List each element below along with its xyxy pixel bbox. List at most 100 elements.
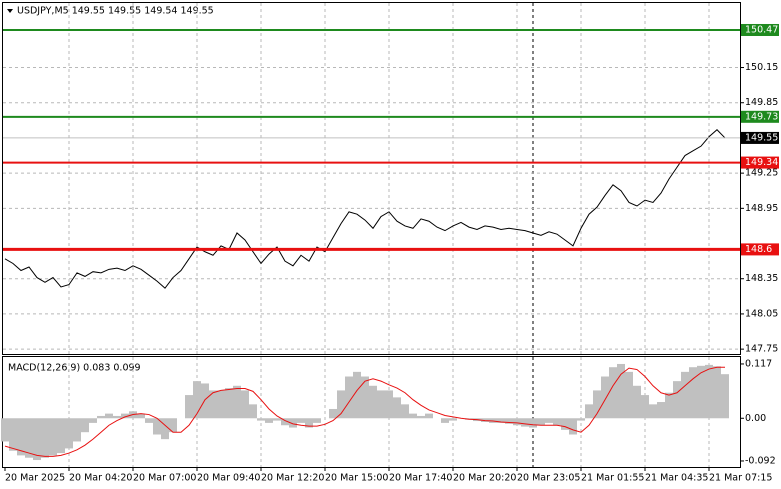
- histogram-bar: [49, 418, 57, 456]
- histogram-bar: [81, 418, 89, 433]
- level-label: 148.6: [745, 244, 772, 255]
- level-label-box: [741, 156, 779, 169]
- histogram-bar: [497, 418, 505, 423]
- histogram-bar: [529, 418, 537, 428]
- x-tick-label: 20 Mar 23:05: [517, 473, 580, 484]
- y-tick-label: 150.15: [745, 62, 778, 73]
- histogram-bar: [281, 418, 289, 426]
- histogram-bar: [329, 408, 337, 419]
- histogram-bar: [401, 404, 409, 419]
- level-label-box: [741, 243, 779, 256]
- x-tick-label: 21 Mar 04:35: [645, 473, 708, 484]
- y-tick-label: 149.85: [745, 97, 778, 108]
- histogram-bar: [193, 381, 201, 419]
- histogram-bar: [233, 385, 241, 419]
- histogram-bar: [425, 413, 433, 419]
- histogram-bar: [57, 418, 65, 454]
- y-tick-label: 148.05: [745, 308, 778, 319]
- level-label: 150.47: [745, 24, 778, 35]
- histogram-bar: [297, 418, 305, 423]
- histogram-bar: [313, 418, 321, 423]
- signal-line: [4, 366, 725, 457]
- histogram-bar: [697, 365, 705, 419]
- y-tick-label: 147.75: [745, 344, 778, 355]
- histogram-bar: [41, 418, 49, 458]
- histogram-bar: [377, 390, 385, 419]
- main-panel: [2, 2, 741, 355]
- histogram-bar: [345, 376, 353, 419]
- histogram-bar: [601, 376, 609, 419]
- histogram-bar: [265, 418, 273, 423]
- x-tick-label: 20 Mar 12:20: [261, 473, 324, 484]
- level-label: 149.34: [745, 157, 778, 168]
- histogram-bar: [537, 418, 545, 426]
- histogram-bar: [505, 418, 513, 424]
- histogram-bar: [513, 418, 521, 426]
- histogram-bar: [33, 418, 41, 461]
- histogram-bar: [665, 392, 673, 419]
- x-tick-label: 20 Mar 17:40: [389, 473, 452, 484]
- histogram-bar: [561, 418, 569, 430]
- histogram-bar: [417, 415, 425, 419]
- y-tick-label: 148.95: [745, 203, 778, 214]
- histogram-bar: [121, 413, 129, 419]
- histogram-bar: [641, 395, 649, 419]
- price-line: [4, 129, 726, 289]
- histogram-bar: [105, 413, 113, 419]
- histogram-bar: [649, 404, 657, 419]
- histogram-bar: [625, 371, 633, 419]
- histogram-bar: [521, 418, 529, 427]
- histogram-bar: [449, 418, 457, 421]
- y-tick-label: 149.25: [745, 168, 778, 179]
- histogram-bar: [137, 413, 145, 419]
- histogram-bar: [161, 418, 169, 440]
- last-price-box: [741, 131, 779, 144]
- macd-title: MACD(12,26,9) 0.083 0.099: [8, 363, 141, 374]
- histogram-bar: [169, 418, 177, 433]
- histogram-bar: [617, 363, 625, 419]
- y-tick-label: 0.117: [745, 358, 772, 369]
- x-tick-label: 20 Mar 04:20: [69, 473, 132, 484]
- level-label-box: [741, 110, 779, 123]
- histogram-bar: [553, 418, 561, 426]
- level-label-box: [741, 23, 779, 36]
- x-tick-label: 21 Mar 07:15: [709, 473, 772, 484]
- histogram-bar: [385, 390, 393, 419]
- histogram-bar: [705, 364, 713, 419]
- histogram-bar: [225, 388, 233, 419]
- y-tick-label: 148.35: [745, 273, 778, 284]
- last-price-label: 149.55: [745, 132, 778, 143]
- histogram-bar: [337, 390, 345, 419]
- histogram-bar: [593, 390, 601, 419]
- histogram-bar: [657, 402, 665, 419]
- histogram-bar: [17, 418, 25, 456]
- histogram-bar: [305, 418, 313, 428]
- x-tick-label: 20 Mar 07:00: [133, 473, 196, 484]
- histogram-bar: [585, 404, 593, 419]
- histogram-bar: [713, 366, 721, 419]
- histogram-bar: [369, 385, 377, 419]
- histogram-bar: [1, 418, 9, 442]
- histogram-bar: [721, 374, 729, 419]
- level-label: 149.73: [745, 111, 778, 122]
- histogram-bar: [249, 404, 257, 419]
- histogram-bar: [353, 371, 361, 419]
- histogram-bar: [441, 418, 449, 423]
- histogram-bar: [569, 418, 577, 435]
- histogram-bar: [153, 418, 161, 435]
- histogram-bar: [681, 371, 689, 419]
- y-tick-label: 0.00: [745, 413, 766, 424]
- x-tick-label: 20 Mar 09:40: [197, 473, 260, 484]
- histogram-bar: [241, 390, 249, 419]
- histogram-bar: [257, 418, 265, 421]
- histogram-bar: [409, 413, 417, 419]
- menu-icon: [7, 9, 13, 13]
- histogram-bar: [217, 390, 225, 419]
- histogram-bar: [89, 418, 97, 423]
- x-tick-label: 20 Mar 2025: [5, 473, 65, 484]
- histogram-bar: [145, 418, 153, 423]
- x-tick-label: 21 Mar 01:55: [581, 473, 644, 484]
- histogram-bar: [209, 390, 217, 419]
- histogram-bar: [393, 397, 401, 419]
